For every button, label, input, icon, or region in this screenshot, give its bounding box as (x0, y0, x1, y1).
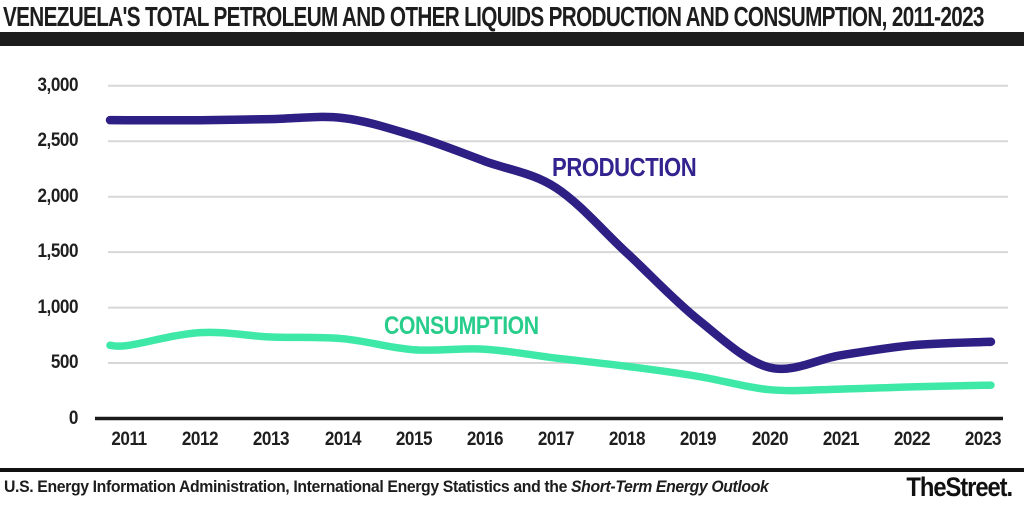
x-axis-tick-label: 2017 (537, 429, 575, 450)
y-axis-tick-label: 1,000 (37, 296, 78, 318)
gridlines (108, 84, 1008, 365)
y-axis-tick-label: 500 (50, 352, 79, 374)
x-axis-tick-label: 2022 (893, 429, 931, 450)
y-axis-tick-label: 2,000 (37, 185, 78, 207)
x-axis-tick-label: 2011 (111, 429, 147, 450)
x-axis-tick-label: 2019 (680, 429, 717, 450)
production-line (105, 112, 996, 374)
y-axis-tick-label: 0 (68, 407, 79, 429)
chart-canvas (95, 84, 1008, 421)
x-axis-tick-label: 2014 (324, 429, 361, 450)
y-axis-tick-label: 1,500 (37, 241, 78, 263)
x-axis-tick-label: 2016 (466, 429, 504, 450)
production-series-label: PRODUCTION (552, 152, 697, 182)
source-text-italic: Short-Term Energy Outlook (571, 477, 769, 496)
consumption-line (106, 328, 995, 395)
thestreet-logo: TheStreet. (906, 472, 1013, 502)
x-axis-tick-label: 2021 (822, 429, 860, 450)
x-axis-tick-label: 2013 (253, 429, 290, 450)
x-axis-tick-label: 2015 (395, 429, 433, 450)
consumption-series-label: CONSUMPTION (384, 312, 539, 340)
source-text-regular: U.S. Energy Information Administration, … (4, 477, 572, 496)
y-axis-tick-label: 3,000 (37, 74, 78, 96)
x-axis-tick-label: 2018 (609, 429, 646, 450)
y-axis-tick-label: 2,500 (37, 130, 78, 152)
footer-divider-rule (0, 468, 1024, 472)
x-axis-tick-label: 2012 (182, 429, 219, 450)
x-axis-tick-label: 2020 (751, 429, 788, 450)
chart-title: VENEZUELA'S TOTAL PETROLEUM AND OTHER LI… (3, 1, 984, 32)
source-attribution: U.S. Energy Information Administration, … (4, 477, 769, 497)
x-axis-tick-label: 2023 (964, 429, 1002, 450)
line-chart: 0 500 1,000 1,500 2,000 2,500 3,000 2011 2012 20… (0, 55, 1024, 455)
title-divider-bar (0, 32, 1024, 46)
